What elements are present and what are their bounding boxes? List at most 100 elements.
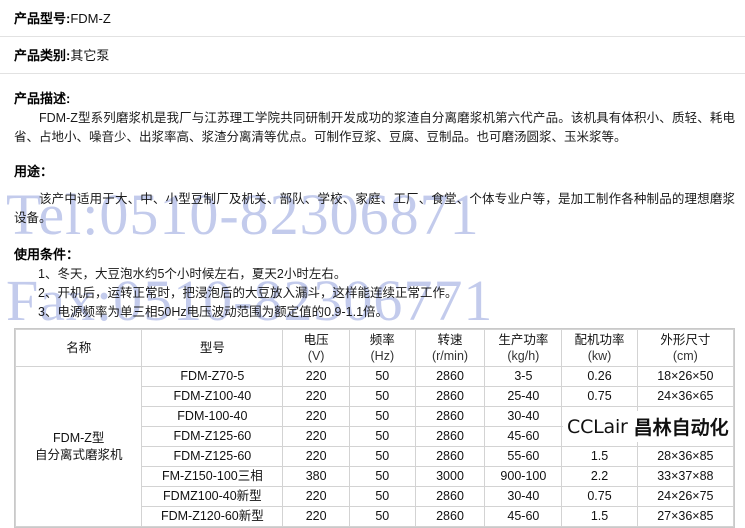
- cell-rotation-speed: 2860: [414, 486, 486, 507]
- usage-heading: 用途：: [14, 164, 54, 179]
- cell-motor-power: 1.5: [561, 446, 638, 467]
- col-unit: (cm): [672, 349, 698, 363]
- product-category-label: 产品类别:: [14, 48, 71, 63]
- col-title: 外形尺寸: [660, 333, 711, 347]
- spec-table: 名称 型号 电压 (V) 频率 (Hz) 转速 (r/m: [14, 329, 735, 527]
- table-header-row: 名称 型号 电压 (V) 频率 (Hz) 转速 (r/m: [14, 329, 735, 367]
- cell-dimensions: 28×36×75: [636, 426, 735, 447]
- product-model-value: FDM-Z: [70, 11, 111, 26]
- product-name-line: 自分离式磨浆机: [34, 447, 123, 462]
- cell-frequency: 50: [348, 486, 416, 507]
- table-row: FDM-Z型 自分离式磨浆机 FDM-Z70-5 220 50 2860 3-5 0.26 18…: [14, 366, 735, 527]
- cell-voltage: 220: [282, 426, 350, 447]
- product-name-line: FDM-Z型: [53, 430, 105, 445]
- condition-item: 2、开机后，运转正常时，把浸泡后的大豆放入漏斗，这样能连续正常工作。: [38, 286, 458, 300]
- conditions-list: 1、冬天，大豆泡水约5个小时候左右，夏天2小时左右。 2、开机后，运转正常时，把…: [0, 265, 745, 322]
- spec-table-head: 名称 型号 电压 (V) 频率 (Hz) 转速 (r/m: [14, 329, 735, 367]
- col-title: 生产功率: [498, 333, 549, 347]
- col-title: 电压: [303, 333, 329, 347]
- cell-motor-power: 1.5: [561, 506, 638, 527]
- cell-capacity: 45-60: [484, 506, 563, 527]
- col-title: 转速: [437, 333, 463, 347]
- cell-frequency: 50: [348, 506, 416, 527]
- cell-frequency: 50: [348, 406, 416, 427]
- spec-table-body: FDM-Z型 自分离式磨浆机 FDM-Z70-5 220 50 2860 3-5 0.26 18…: [14, 366, 735, 527]
- col-header-motor-power: 配机功率 (kw): [561, 329, 638, 367]
- cell-model: FDM-Z125-60: [141, 426, 284, 447]
- col-unit: (kw): [587, 349, 612, 363]
- cell-frequency: 50: [348, 386, 416, 407]
- product-category-value: 其它泵: [70, 48, 110, 63]
- col-header-dimensions: 外形尺寸 (cm): [636, 329, 735, 367]
- cell-voltage: 380: [282, 466, 350, 487]
- table-row: FDM-Z100-40 220 50 2860 25-40 0.75 24×36×65: [16, 386, 735, 407]
- cell-dimensions: 24×36×65: [636, 386, 735, 407]
- col-header-name: 名称: [14, 329, 143, 367]
- cell-rotation-speed: 2860: [414, 366, 486, 387]
- cell-rotation-speed: 2860: [414, 426, 486, 447]
- cell-frequency: 50: [348, 426, 416, 447]
- cell-motor-power: 2.2: [561, 466, 638, 487]
- cell-voltage: 220: [282, 406, 350, 427]
- cell-motor-power: 0.75: [561, 386, 638, 407]
- cell-capacity: 900-100: [484, 466, 563, 487]
- cell-dimensions: 27×36×85: [636, 506, 735, 527]
- cell-voltage: 220: [282, 446, 350, 467]
- cell-model: FDM-Z125-60: [141, 446, 284, 467]
- cell-rotation-speed: 3000: [414, 466, 486, 487]
- col-title: 频率: [369, 333, 395, 347]
- cell-rotation-speed: 2860: [414, 406, 486, 427]
- cell-product-name: FDM-Z型自分离式磨浆机: [14, 366, 143, 527]
- cell-frequency: 50: [348, 366, 416, 387]
- cell-dimensions: 24×36×65: [636, 406, 735, 427]
- product-model-label: 产品型号:: [14, 11, 71, 26]
- cell-frequency: 50: [348, 446, 416, 467]
- spec-table-container: 名称 型号 电压 (V) 频率 (Hz) 转速 (r/m: [14, 328, 735, 528]
- col-unit: (kg/h): [507, 349, 540, 363]
- usage-body: 该产中适用于大、中、小型豆制厂及机关、部队、学校、家庭、工厂、食堂、个体专业户等…: [14, 192, 735, 225]
- cell-capacity: 30-40: [484, 486, 563, 507]
- conditions-heading: 使用条件：: [14, 247, 80, 262]
- section-divider: [0, 73, 745, 82]
- cell-dimensions: 18×26×50: [636, 366, 735, 387]
- cell-capacity: 45-60: [484, 426, 563, 447]
- col-title: 配机功率: [574, 333, 625, 347]
- col-header-model: 型号: [141, 329, 284, 367]
- col-header-frequency: 频率 (Hz): [348, 329, 416, 367]
- cell-model: FDMZ100-40新型: [141, 486, 284, 507]
- product-model-row: 产品型号:FDM-Z: [0, 0, 745, 36]
- col-header-voltage: 电压 (V): [282, 329, 350, 367]
- cell-dimensions: 28×36×85: [636, 446, 735, 467]
- cell-motor-power: 0.26: [561, 366, 638, 387]
- cell-model: FDM-100-40: [141, 406, 284, 427]
- cell-voltage: 220: [282, 486, 350, 507]
- cell-dimensions: 33×37×88: [636, 466, 735, 487]
- col-header-capacity: 生产功率 (kg/h): [484, 329, 563, 367]
- description-body: FDM-Z型系列磨浆机是我厂与江苏理工学院共同研制开发成功的浆渣自分离磨浆机第六…: [14, 111, 735, 144]
- cell-motor-power: 1.1: [561, 426, 638, 447]
- cell-model: FM-Z150-100三相: [141, 466, 284, 487]
- cell-capacity: 25-40: [484, 386, 563, 407]
- cell-frequency: 50: [348, 466, 416, 487]
- cell-motor-power: 0.75: [561, 486, 638, 507]
- cell-capacity: 30-40: [484, 406, 563, 427]
- cell-voltage: 220: [282, 506, 350, 527]
- cell-model: FDM-Z70-5: [141, 366, 284, 387]
- cell-motor-power: 0.75: [561, 406, 638, 427]
- cell-model: FDM-Z100-40: [141, 386, 284, 407]
- cell-model: FDM-Z120-60新型: [141, 506, 284, 527]
- condition-item: 1、冬天，大豆泡水约5个小时候左右，夏天2小时左右。: [38, 267, 347, 281]
- cell-rotation-speed: 2860: [414, 506, 486, 527]
- cell-voltage: 220: [282, 386, 350, 407]
- description-heading: 产品描述:: [14, 91, 71, 106]
- cell-rotation-speed: 2860: [414, 446, 486, 467]
- col-title: 型号: [199, 341, 225, 355]
- col-unit: (V): [307, 349, 325, 363]
- cell-capacity: 55-60: [484, 446, 563, 467]
- col-unit: (r/min): [431, 349, 469, 363]
- product-category-row: 产品类别:其它泵: [0, 36, 745, 73]
- col-header-rotation-speed: 转速 (r/min): [414, 329, 486, 367]
- cell-capacity: 3-5: [484, 366, 563, 387]
- col-unit: (Hz): [370, 349, 395, 363]
